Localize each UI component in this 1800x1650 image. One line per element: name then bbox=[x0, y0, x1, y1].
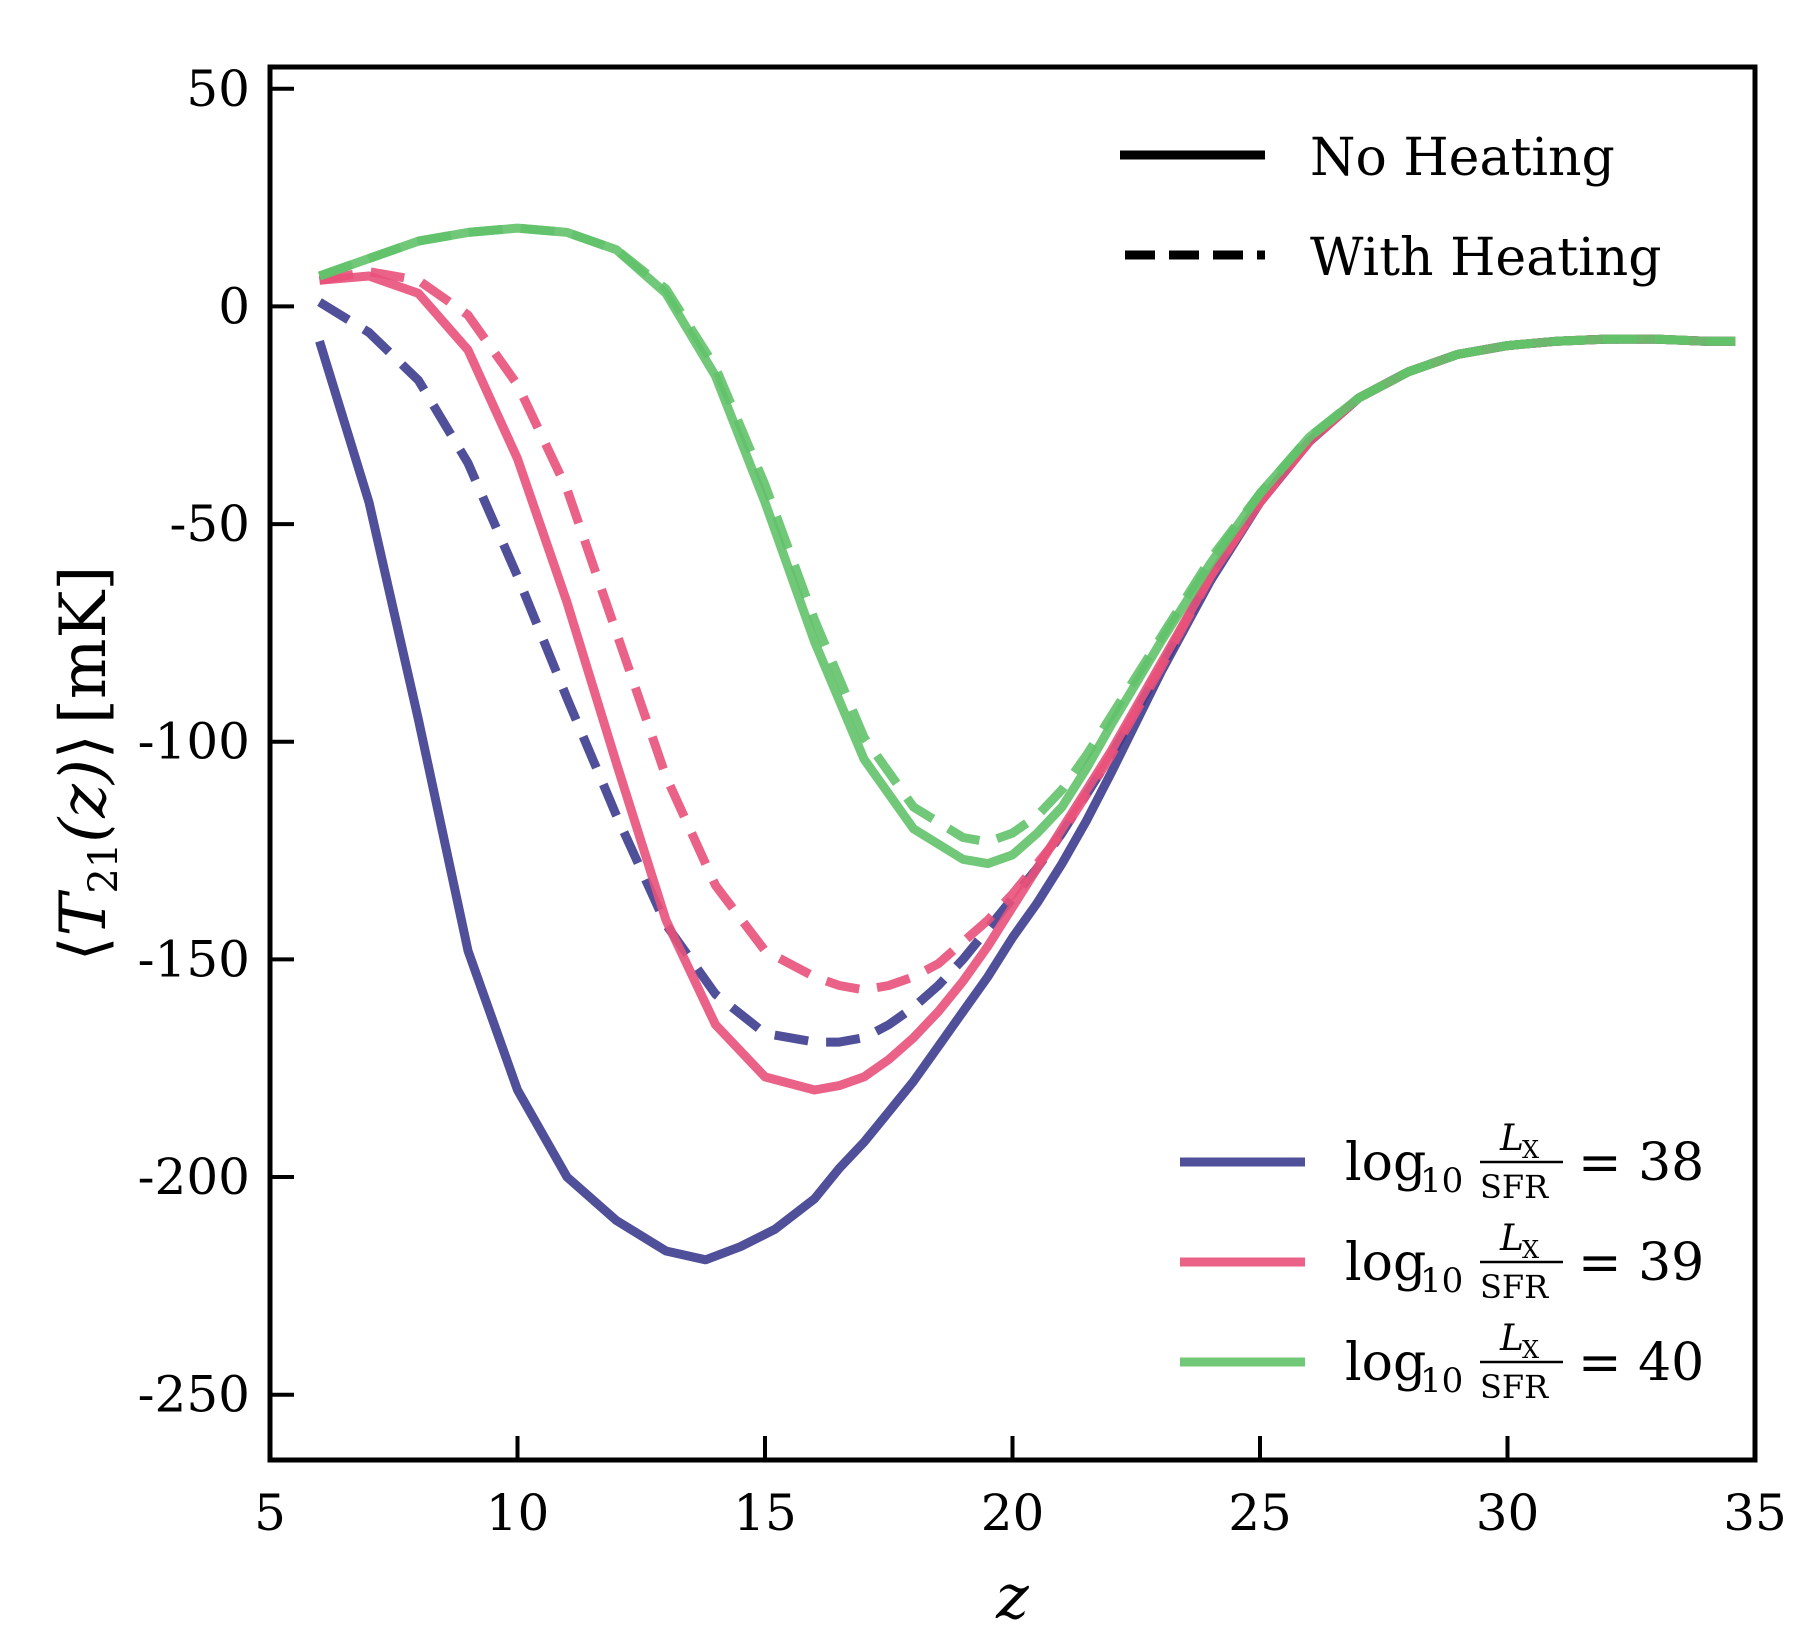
y-axis-title-args: (z) bbox=[47, 759, 121, 843]
y-tick-label: -100 bbox=[138, 713, 250, 771]
x-tick-label: 35 bbox=[1723, 1484, 1787, 1542]
y-tick-label: -50 bbox=[169, 495, 250, 553]
y-axis-title: ⟨T21(z)⟩ [mK] bbox=[47, 566, 127, 962]
legend-prefix-subscript: 10 bbox=[1420, 1361, 1463, 1401]
legend-fraction-numerator: L bbox=[1499, 1118, 1524, 1159]
series-line-2 bbox=[319, 271, 1736, 1095]
axis-ticks: 5 10 15 20 25 30 35 50 0 -50 -100 -150 -200 -250 bbox=[138, 60, 1787, 1542]
legend-prefix: log bbox=[1345, 1233, 1426, 1293]
legend-value: = 40 bbox=[1578, 1333, 1704, 1393]
y-axis-title-close: ⟩ bbox=[47, 734, 121, 759]
y-tick-label: -150 bbox=[138, 930, 250, 988]
legend-value: = 38 bbox=[1578, 1133, 1704, 1193]
legend-prefix-subscript: 10 bbox=[1420, 1161, 1463, 1201]
y-axis-title-subscript: 21 bbox=[81, 843, 127, 894]
style-legend: No Heating With Heating bbox=[1120, 128, 1662, 288]
y-axis-title-open: ⟨ bbox=[47, 936, 121, 961]
x-axis-title: z bbox=[995, 1560, 1029, 1633]
style-legend-label-no-heating: No Heating bbox=[1310, 128, 1615, 188]
y-tick-label: 50 bbox=[186, 60, 250, 118]
legend-fraction-numerator-subscript: X bbox=[1522, 1236, 1539, 1264]
series-line-3 bbox=[318, 267, 1736, 995]
legend-fraction-numerator: L bbox=[1499, 1218, 1524, 1259]
x-tick-label: 20 bbox=[981, 1484, 1045, 1542]
x-tick-label: 10 bbox=[486, 1484, 550, 1542]
x-tick-label: 5 bbox=[254, 1484, 286, 1542]
series-line-4 bbox=[318, 223, 1736, 869]
legend-prefix: log bbox=[1345, 1133, 1426, 1193]
y-tick-label: -200 bbox=[138, 1148, 250, 1206]
style-legend-label-with-heating: With Heating bbox=[1310, 228, 1662, 288]
y-axis-title-symbol: T bbox=[47, 889, 121, 936]
x-tick-label: 15 bbox=[733, 1484, 797, 1542]
legend-fraction-numerator: L bbox=[1499, 1318, 1524, 1359]
legend-prefix: log bbox=[1345, 1333, 1426, 1393]
legend-fraction-denominator: SFR bbox=[1480, 1168, 1549, 1206]
x-tick-label: 25 bbox=[1228, 1484, 1292, 1542]
legend-value: = 39 bbox=[1578, 1233, 1704, 1293]
y-tick-label: 0 bbox=[218, 277, 250, 335]
legend-fraction-numerator-subscript: X bbox=[1522, 1136, 1539, 1164]
legend-prefix-subscript: 10 bbox=[1420, 1261, 1463, 1301]
legend-fraction-denominator: SFR bbox=[1480, 1368, 1549, 1406]
series-layer bbox=[315, 223, 1736, 1265]
series-line-1 bbox=[317, 298, 1736, 1047]
y-axis-title-units: [mK] bbox=[47, 566, 121, 724]
legend-fraction-denominator: SFR bbox=[1480, 1268, 1549, 1306]
series-line-5 bbox=[318, 223, 1736, 847]
x-tick-label: 30 bbox=[1476, 1484, 1540, 1542]
y-tick-label: -250 bbox=[138, 1366, 250, 1424]
legend-fraction-numerator-subscript: X bbox=[1522, 1336, 1539, 1364]
